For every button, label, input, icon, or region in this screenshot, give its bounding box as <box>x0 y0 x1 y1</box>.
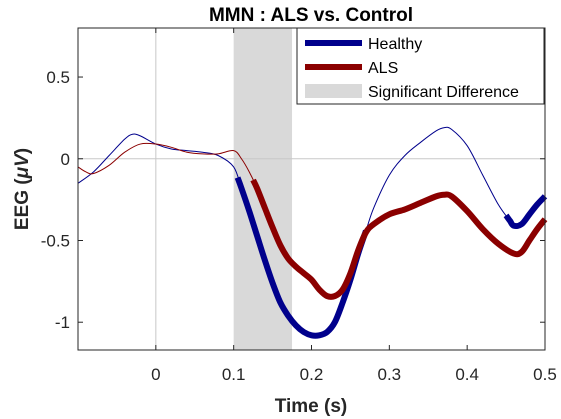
series-thick-segment-healthy-0 <box>234 176 369 339</box>
series-layer <box>77 126 548 339</box>
tick-layer: 0 0.1 0.2 0.3 0.4 0.5 -1 -0.5 0 0.5 <box>41 28 557 384</box>
x-tick-label: 0.1 <box>222 365 246 384</box>
legend: Healthy ALS Significant Difference <box>296 27 545 105</box>
y-axis-label-close: ) <box>12 148 33 154</box>
y-axis-label-main: EEG ( <box>12 178 33 230</box>
y-tick-label: -0.5 <box>41 231 70 250</box>
series-thick-segment-healthy-1 <box>503 194 548 230</box>
x-tick-label: 0.2 <box>300 365 324 384</box>
y-axis-label-unit: μV <box>12 153 33 179</box>
legend-label-als: ALS <box>368 60 398 77</box>
legend-swatch-significant-difference <box>305 84 362 98</box>
x-tick-label: 0.3 <box>378 365 402 384</box>
x-tick-label: 0.4 <box>455 365 479 384</box>
chart-title: MMN : ALS vs. Control <box>209 5 413 26</box>
x-axis-label: Time (s) <box>275 396 348 417</box>
x-tick-label: 0 <box>151 365 160 384</box>
y-tick-label: -1 <box>55 313 70 332</box>
legend-label-significant-difference: Significant Difference <box>368 84 519 101</box>
series-thick-segment-als-0 <box>250 178 548 300</box>
y-tick-label: 0 <box>61 150 70 169</box>
x-tick-label: 0.5 <box>533 365 557 384</box>
legend-label-healthy: Healthy <box>368 36 422 53</box>
y-tick-label: 0.5 <box>46 68 70 87</box>
y-axis-label: EEG (μV) <box>12 148 33 230</box>
